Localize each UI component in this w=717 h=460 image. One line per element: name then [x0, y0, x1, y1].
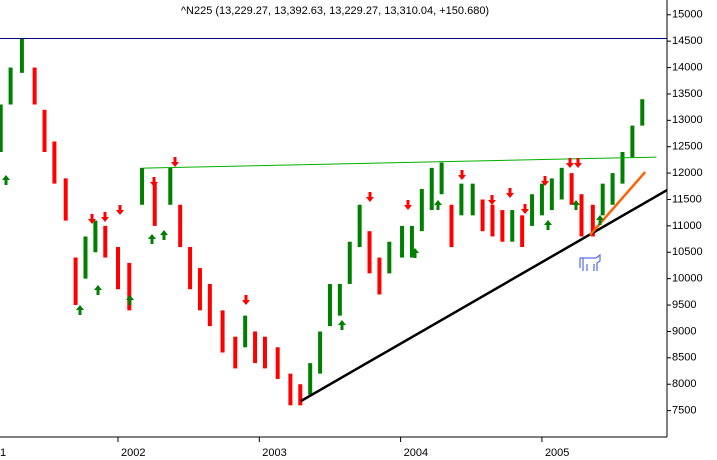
y-tick-label: 12000	[672, 167, 703, 179]
sell-arrow	[404, 200, 412, 210]
buy-arrow	[148, 234, 156, 244]
sell-arrow	[116, 205, 124, 215]
buy-arrow	[572, 200, 580, 210]
y-tick-label: 14500	[672, 35, 703, 47]
y-tick-label: 7500	[672, 405, 696, 417]
x-tick-label: 2002	[121, 447, 145, 459]
buy-arrow	[596, 215, 604, 225]
x-tick-label: 2005	[545, 447, 569, 459]
y-tick-label: 15000	[672, 9, 703, 21]
cow-icon	[579, 254, 601, 271]
sell-arrow	[541, 176, 549, 186]
buy-arrow	[94, 285, 102, 295]
sell-arrow	[506, 188, 514, 198]
sell-arrow	[242, 295, 250, 305]
y-tick-label: 10000	[672, 273, 703, 285]
sell-arrow	[521, 204, 529, 214]
buy-arrow	[126, 295, 134, 305]
y-tick-label: 13500	[672, 88, 703, 100]
sell-arrow	[366, 192, 374, 202]
chart-title: ^N225 (13,229.27, 13,392.63, 13,229.27, …	[181, 5, 489, 17]
sell-arrow	[150, 177, 158, 187]
trend-line	[300, 189, 667, 403]
buy-arrow	[76, 305, 84, 315]
y-tick-label: 9500	[672, 299, 696, 311]
y-tick-label: 11000	[672, 220, 702, 232]
sell-arrow	[171, 157, 179, 167]
x-tick-label: 2004	[404, 447, 428, 459]
buy-arrow	[2, 175, 10, 185]
buy-arrow	[160, 230, 168, 240]
y-tick-label: 9000	[672, 325, 696, 337]
sell-arrow	[488, 195, 496, 205]
sell-arrow	[574, 158, 582, 168]
y-tick-label: 8500	[672, 352, 696, 364]
buy-arrow	[411, 248, 419, 258]
buy-arrow	[434, 200, 442, 210]
sell-arrow	[566, 158, 574, 168]
buy-arrow	[544, 220, 552, 230]
x-tick-label: 2003	[262, 447, 286, 459]
sell-arrow	[101, 212, 109, 222]
y-tick-label: 8000	[672, 378, 696, 390]
y-tick-label: 13000	[672, 114, 703, 126]
y-tick-label: 11500	[672, 193, 702, 205]
y-tick-label: 14000	[672, 61, 703, 73]
x-tick-label: 1	[0, 447, 6, 459]
sell-arrow	[88, 214, 96, 224]
plot-area	[0, 38, 667, 406]
buy-arrow	[338, 320, 346, 330]
trend-line	[589, 171, 647, 236]
sell-arrow	[458, 170, 466, 180]
y-tick-label: 12500	[672, 141, 703, 153]
y-tick-label: 10500	[672, 246, 703, 258]
